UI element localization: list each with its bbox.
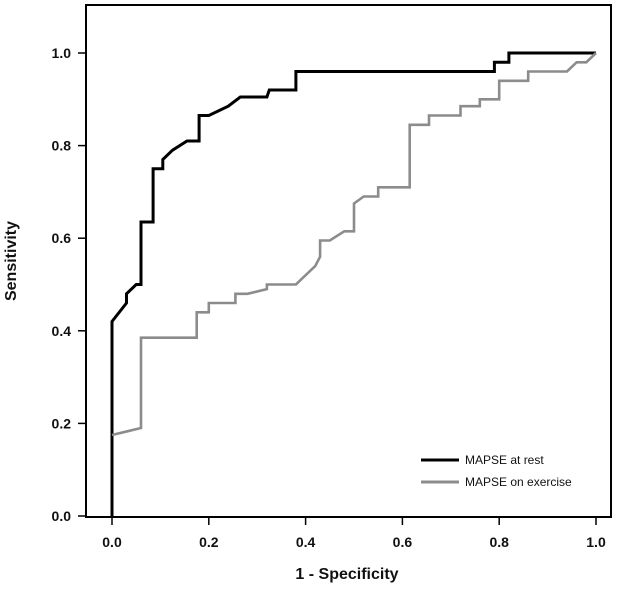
x-tick-label: 0.4: [296, 534, 316, 550]
plot-frame: [85, 4, 612, 518]
y-tick-label: 1.0: [52, 45, 72, 61]
x-tick-label: 0.6: [393, 534, 413, 550]
series-line-rest: [110, 51, 596, 516]
x-tick-label: 0.8: [489, 534, 509, 550]
legend-label: MAPSE on exercise: [465, 475, 572, 489]
x-axis-title: 1 - Specificity: [295, 566, 398, 583]
legend: MAPSE at rest MAPSE on exercise: [421, 453, 572, 489]
y-tick-label: 0.0: [52, 508, 72, 524]
y-tick-label: 0.8: [52, 138, 72, 154]
y-tick-label: 0.6: [52, 230, 72, 246]
tick-layer: 0.0 0.2 0.4 0.6 0.8 1.0 0.0 0.2 0.4 0.6 0.8 1.0: [52, 45, 606, 550]
y-tick-label: 0.4: [52, 323, 72, 339]
y-axis-title: Sensitivity: [3, 221, 20, 301]
legend-label: MAPSE at rest: [465, 453, 544, 467]
series-line-exercise: [111, 52, 597, 437]
x-tick-label: 1.0: [586, 534, 606, 550]
y-tick-label: 0.2: [52, 415, 72, 431]
series-layer: [110, 51, 597, 516]
x-tick-label: 0.2: [199, 534, 219, 550]
x-tick-label: 0.0: [102, 534, 122, 550]
